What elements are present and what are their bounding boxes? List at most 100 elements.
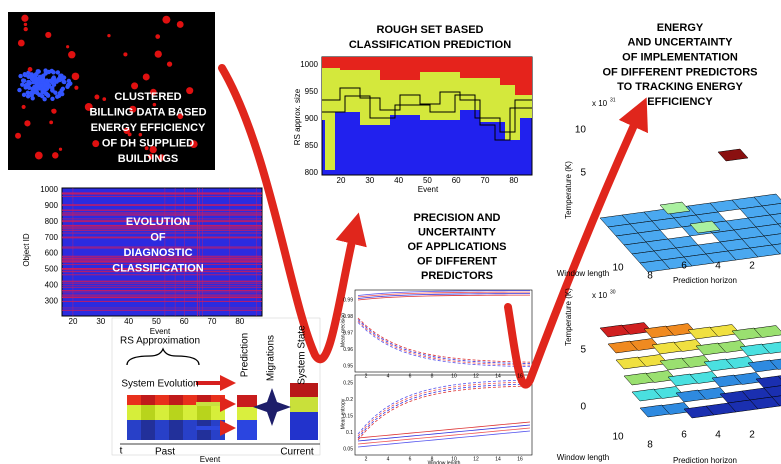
state-block [211, 405, 225, 420]
point [59, 88, 63, 92]
label: 5 [580, 345, 586, 356]
state-block [169, 420, 183, 440]
point [27, 81, 31, 85]
label: 12 [473, 456, 479, 462]
label: x 10 [592, 291, 608, 300]
point [59, 148, 62, 151]
label: CLASSIFICATION PREDICTION [349, 39, 511, 51]
point [24, 23, 27, 26]
y-tick-label: 800 [305, 168, 319, 177]
point [34, 81, 38, 85]
point [27, 86, 31, 90]
point [34, 72, 38, 76]
label: BUILDINGS [118, 153, 179, 165]
point [53, 91, 57, 95]
label: OF DIFFERENT [417, 255, 497, 267]
label: RS Approximation [120, 336, 200, 347]
x-tick-label: 40 [124, 317, 133, 326]
point [22, 93, 26, 97]
label: CLUSTERED [114, 91, 181, 103]
label: OF DIFFERENT PREDICTORS [602, 66, 757, 78]
point [21, 78, 25, 82]
label: 0.95 [343, 363, 353, 369]
y-tick-label: 1000 [300, 60, 318, 69]
label: Event [418, 185, 439, 194]
label: 6 [681, 261, 687, 272]
label: 14 [495, 373, 501, 379]
state-block [155, 420, 169, 440]
label: Past [155, 447, 175, 458]
label: Mean precision [340, 313, 346, 347]
x-tick-label: 50 [152, 317, 161, 326]
label: 10 [612, 263, 624, 274]
label: 4 [387, 456, 390, 462]
point [55, 94, 59, 98]
label: 14 [495, 456, 501, 462]
point [102, 97, 106, 101]
label: 8 [647, 271, 653, 282]
label: Migrations [266, 335, 277, 381]
label: 12 [473, 373, 479, 379]
x-tick-label: 50 [423, 176, 432, 185]
point [52, 83, 56, 87]
state-block [237, 395, 257, 407]
point [30, 96, 34, 100]
y-tick-label: 1000 [40, 185, 58, 194]
state-block [141, 395, 155, 405]
label: Window length [428, 460, 461, 464]
point [162, 16, 170, 24]
point [39, 83, 43, 87]
y-tick-label: 700 [45, 233, 59, 242]
label: 0.25 [343, 380, 353, 386]
point [50, 69, 54, 73]
point [43, 71, 47, 75]
label: 4 [387, 373, 390, 379]
x-tick-label: 30 [365, 176, 374, 185]
state-block [183, 420, 197, 440]
label: ENERGY EFFICIENCY [91, 122, 206, 134]
label: 2 [365, 456, 368, 462]
x-tick-label: 30 [96, 317, 105, 326]
point [155, 50, 162, 57]
label: UNCERTAINTY [418, 226, 497, 238]
label: System Evolution [121, 379, 198, 390]
state-block [127, 395, 141, 405]
point [107, 34, 110, 37]
label: 6 [409, 456, 412, 462]
label: PREDICTORS [421, 270, 493, 282]
point [68, 51, 75, 58]
label: 10 [612, 432, 624, 443]
label: ENERGY [657, 22, 704, 34]
point [51, 109, 56, 114]
label: Temperature (K) [564, 288, 573, 346]
label: 0.1 [346, 430, 353, 436]
label: Event [200, 455, 221, 464]
label: 2 [749, 430, 755, 441]
point [40, 77, 44, 81]
point [30, 92, 34, 96]
label: RS approx. size [293, 88, 302, 145]
y-tick-label: 900 [305, 114, 319, 123]
point [15, 133, 21, 139]
state-block [127, 405, 141, 420]
point [51, 77, 55, 81]
point [26, 75, 30, 79]
point [44, 92, 48, 96]
x-tick-label: 60 [180, 317, 189, 326]
point [123, 52, 127, 56]
label: System State [297, 325, 308, 385]
x-tick-label: 80 [235, 317, 244, 326]
label: Window length [557, 453, 609, 462]
label: Window length [557, 269, 609, 278]
point [56, 70, 60, 74]
label: CLASSIFICATION [112, 262, 204, 274]
label: DIAGNOSTIC [123, 247, 192, 259]
point [94, 95, 99, 100]
point [167, 61, 172, 66]
point [59, 75, 63, 79]
point [42, 97, 46, 101]
surface-cell [718, 149, 748, 161]
label: 0 [580, 402, 586, 413]
point [44, 83, 48, 87]
state-block [237, 407, 257, 420]
